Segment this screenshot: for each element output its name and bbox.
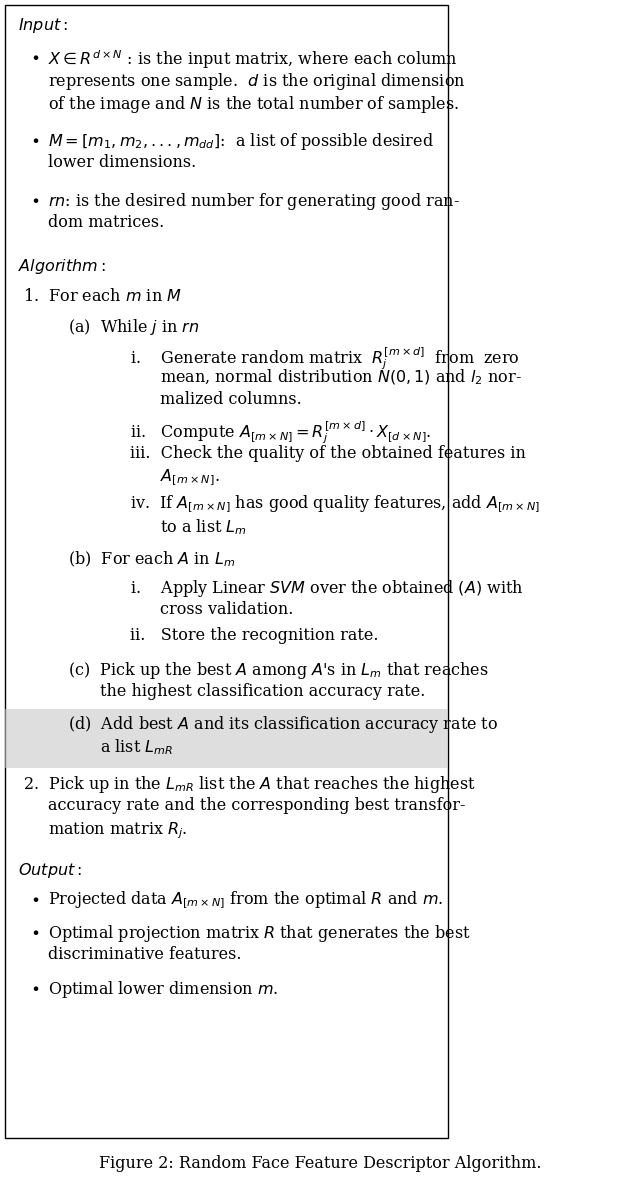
Text: $\bullet$: $\bullet$ (30, 890, 40, 907)
Text: Optimal projection matrix $R$ that generates the best: Optimal projection matrix $R$ that gener… (48, 923, 471, 944)
Text: $\bullet$: $\bullet$ (30, 979, 40, 996)
Text: Optimal lower dimension $m$.: Optimal lower dimension $m$. (48, 979, 278, 1000)
Text: $\mathit{Output:}$: $\mathit{Output:}$ (18, 860, 82, 881)
Text: $X \in R^{d\times N}$ : is the input matrix, where each column: $X \in R^{d\times N}$ : is the input mat… (48, 48, 458, 71)
Text: malized columns.: malized columns. (160, 391, 301, 408)
Text: iv.  If $A_{[m\times N]}$ has good quality features, add $A_{[m\times N]}$: iv. If $A_{[m\times N]}$ has good qualit… (130, 494, 540, 515)
Text: $\bullet$: $\bullet$ (30, 48, 40, 65)
Bar (5, 5, 448, 1138)
Text: $\bullet$: $\bullet$ (30, 191, 40, 208)
Text: (d)  Add best $A$ and its classification accuracy rate to: (d) Add best $A$ and its classification … (68, 714, 498, 735)
Text: of the image and $N$ is the total number of samples.: of the image and $N$ is the total number… (48, 95, 459, 115)
Text: ii.   Store the recognition rate.: ii. Store the recognition rate. (130, 626, 378, 644)
Text: i.    Generate random matrix  $R_j^{[m\times d]}$  from  zero: i. Generate random matrix $R_j^{[m\times… (130, 345, 520, 372)
Text: (a)  While $j$ in $\mathit{rn}$: (a) While $j$ in $\mathit{rn}$ (68, 317, 200, 337)
Text: cross validation.: cross validation. (160, 600, 293, 618)
Text: accuracy rate and the corresponding best transfor-: accuracy rate and the corresponding best… (48, 797, 465, 814)
Text: discriminative features.: discriminative features. (48, 946, 241, 963)
Text: lower dimensions.: lower dimensions. (48, 154, 196, 171)
Text: Projected data $A_{[m\times N]}$ from the optimal $R$ and $m$.: Projected data $A_{[m\times N]}$ from th… (48, 890, 444, 911)
Text: $\mathit{rn}$: is the desired number for generating good ran-: $\mathit{rn}$: is the desired number for… (48, 191, 460, 212)
Text: 2.  Pick up in the $L_{mR}$ list the $A$ that reaches the highest: 2. Pick up in the $L_{mR}$ list the $A$ … (23, 774, 476, 795)
Text: ii.   Compute $A_{[m\times N]} = R_j^{[m\times d]} \cdot X_{[d\times N]}$.: ii. Compute $A_{[m\times N]} = R_j^{[m\t… (130, 418, 431, 446)
Text: (c)  Pick up the best $A$ among $A$'s in $L_m$ that reaches: (c) Pick up the best $A$ among $A$'s in … (68, 660, 489, 681)
Text: 1.  For each $m$ in $M$: 1. For each $m$ in $M$ (23, 288, 182, 305)
Text: mean, normal distribution $N(0,1)$ and $l_2$ nor-: mean, normal distribution $N(0,1)$ and $… (160, 368, 522, 388)
Text: (b)  For each $A$ in $L_m$: (b) For each $A$ in $L_m$ (68, 550, 236, 570)
Text: $\bullet$: $\bullet$ (30, 131, 40, 148)
Bar (5, 709, 448, 768)
Text: iii.  Check the quality of the obtained features in: iii. Check the quality of the obtained f… (130, 444, 526, 462)
Text: a list $L_{mR}$: a list $L_{mR}$ (100, 738, 173, 756)
Text: the highest classification accuracy rate.: the highest classification accuracy rate… (100, 683, 426, 700)
Text: dom matrices.: dom matrices. (48, 214, 164, 230)
Text: $\mathit{Algorithm:}$: $\mathit{Algorithm:}$ (18, 256, 106, 277)
Text: to a list $L_m$: to a list $L_m$ (160, 517, 247, 537)
Text: mation matrix $R_j$.: mation matrix $R_j$. (48, 820, 188, 840)
Text: represents one sample.  $d$ is the original dimension: represents one sample. $d$ is the origin… (48, 71, 466, 92)
Text: i.    Apply Linear $\mathit{SVM}$ over the obtained $(A)$ with: i. Apply Linear $\mathit{SVM}$ over the … (130, 578, 524, 599)
Text: $A_{[m\times N]}$.: $A_{[m\times N]}$. (160, 468, 220, 488)
Text: $\bullet$: $\bullet$ (30, 923, 40, 940)
Text: Figure 2: Random Face Feature Descriptor Algorithm.: Figure 2: Random Face Feature Descriptor… (99, 1155, 541, 1173)
Text: $\mathit{Input:}$: $\mathit{Input:}$ (18, 17, 68, 35)
Text: $M = [m_1, m_2, ..., m_{dd}]$:  a list of possible desired: $M = [m_1, m_2, ..., m_{dd}]$: a list of… (48, 131, 434, 152)
